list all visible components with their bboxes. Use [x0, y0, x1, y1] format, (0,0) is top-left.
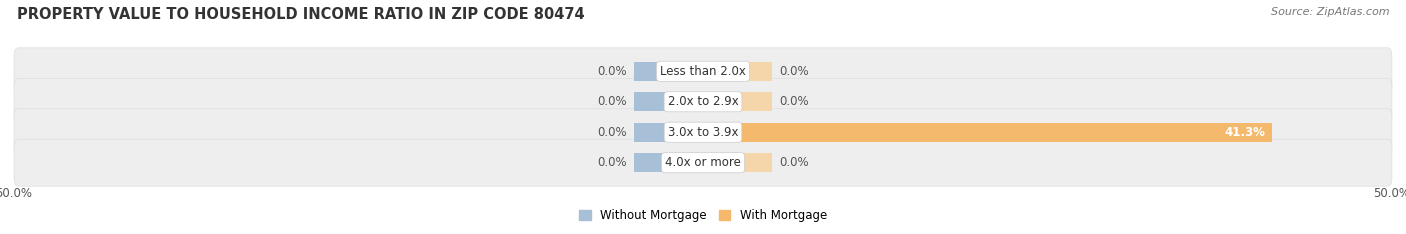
Text: 0.0%: 0.0% — [779, 95, 808, 108]
Text: 4.0x or more: 4.0x or more — [665, 156, 741, 169]
Bar — [634, 92, 703, 111]
Text: 0.0%: 0.0% — [779, 156, 808, 169]
Bar — [703, 62, 772, 81]
Legend: Without Mortgage, With Mortgage: Without Mortgage, With Mortgage — [574, 204, 832, 227]
Text: PROPERTY VALUE TO HOUSEHOLD INCOME RATIO IN ZIP CODE 80474: PROPERTY VALUE TO HOUSEHOLD INCOME RATIO… — [17, 7, 585, 22]
Bar — [634, 123, 703, 142]
Text: Less than 2.0x: Less than 2.0x — [659, 65, 747, 78]
Text: 41.3%: 41.3% — [1225, 126, 1265, 139]
Text: 0.0%: 0.0% — [598, 156, 627, 169]
FancyBboxPatch shape — [14, 78, 1392, 125]
FancyBboxPatch shape — [14, 139, 1392, 186]
Text: 0.0%: 0.0% — [598, 126, 627, 139]
FancyBboxPatch shape — [14, 109, 1392, 156]
Text: 0.0%: 0.0% — [779, 65, 808, 78]
Bar — [634, 62, 703, 81]
Text: 2.0x to 2.9x: 2.0x to 2.9x — [668, 95, 738, 108]
Bar — [634, 153, 703, 172]
Text: Source: ZipAtlas.com: Source: ZipAtlas.com — [1271, 7, 1389, 17]
Text: 0.0%: 0.0% — [598, 95, 627, 108]
Text: 0.0%: 0.0% — [598, 65, 627, 78]
FancyBboxPatch shape — [14, 48, 1392, 95]
Bar — [703, 92, 772, 111]
Bar — [703, 123, 1272, 142]
Text: 3.0x to 3.9x: 3.0x to 3.9x — [668, 126, 738, 139]
Bar — [703, 153, 772, 172]
